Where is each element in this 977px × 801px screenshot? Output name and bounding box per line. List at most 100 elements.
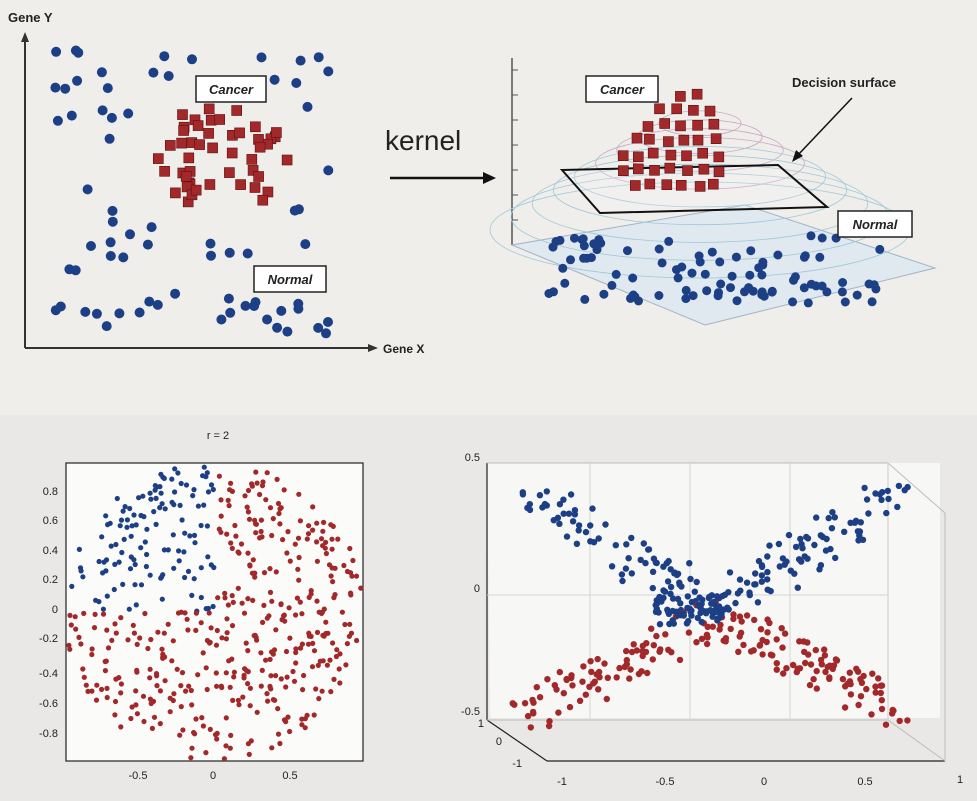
cancer-point [203, 103, 215, 115]
scatter-2d-point [293, 612, 299, 618]
normal-point-3d [815, 252, 825, 262]
scatter-2d-point [293, 660, 299, 666]
scatter-2d-point [204, 523, 210, 529]
scatter-2d-point [148, 496, 154, 502]
scatter-2d-point [201, 464, 207, 470]
scatter-2d-point [266, 613, 272, 619]
y-tick: 0.2 [43, 574, 58, 586]
scatter-3d-point [652, 601, 659, 609]
scatter-2d-point [179, 517, 185, 523]
scatter-2d-point [92, 611, 98, 617]
normal-point-3d [548, 242, 558, 252]
normal-point-3d [726, 283, 735, 293]
scatter-2d-point [275, 500, 282, 507]
gene-scatter-points [50, 45, 334, 339]
normal-box-left: Normal [253, 265, 327, 293]
scatter-3d-point [652, 608, 660, 616]
scatter-2d-point [179, 670, 186, 676]
scatter-2d-point [132, 561, 138, 568]
scatter-2d-point [305, 531, 312, 537]
scatter-2d-point [127, 505, 133, 512]
x-tick: 0 [761, 776, 767, 788]
normal-point-3d [580, 294, 590, 304]
scatter-3d-point [573, 540, 581, 547]
scatter-2d-point [287, 728, 293, 735]
scatter-3d-point [735, 648, 742, 655]
scatter-3d-point [740, 641, 747, 649]
scatter-2d-point [111, 586, 117, 593]
scatter-2d-point [208, 482, 215, 488]
scatter-2d-point [252, 517, 258, 523]
scatter-2d-point [333, 653, 339, 660]
normal-point-3d [673, 273, 683, 283]
scatter-2d-point [186, 683, 192, 689]
scatter-2d-point [330, 579, 336, 585]
scatter-3d-point [665, 646, 672, 653]
scatter-2d-point [138, 512, 144, 519]
scatter-2d-point [188, 687, 194, 694]
normal-points-3d [544, 231, 885, 308]
normal-label-right: Normal [853, 217, 898, 232]
normal-point [105, 251, 116, 261]
scatter-2d-point [76, 546, 82, 552]
scatter-2d-point [83, 682, 89, 688]
y-tick: -0.2 [39, 633, 58, 645]
cancer-point [190, 184, 202, 196]
scatter-3d-point [793, 668, 800, 676]
scatter-3d-point [541, 500, 549, 508]
cancer-point-3d [692, 120, 703, 131]
scatter-3d-point [883, 509, 890, 517]
scatter-3d-point [828, 525, 836, 532]
x-tick: -1 [557, 776, 567, 788]
scatter-2d-point [337, 680, 343, 686]
scatter-2d-point [226, 503, 232, 509]
scatter-2d-point [171, 502, 177, 508]
normal-point-3d [869, 280, 879, 290]
scatter-2d-points [66, 464, 364, 762]
scatter-3d-point [703, 631, 711, 638]
scatter-2d-point [228, 480, 234, 486]
scatter-2d-point [105, 645, 112, 651]
scatter-2d-point [336, 666, 342, 672]
scatter-2d-point [214, 736, 220, 742]
scatter-2d-point [96, 558, 102, 565]
normal-point-3d [759, 291, 769, 301]
normal-point-3d [789, 275, 798, 285]
scatter-2d-point [295, 535, 302, 541]
scatter-2d-point [300, 687, 306, 693]
scatter-2d-point [323, 539, 329, 545]
x-tick: -0.5 [656, 776, 675, 788]
normal-point-3d [654, 244, 664, 254]
scatter-2d-point [242, 493, 248, 499]
scatter-2d-point [175, 610, 182, 616]
normal-point-3d [657, 258, 667, 268]
scatter-2d-point [170, 638, 176, 644]
scatter-2d-point [103, 568, 109, 574]
scatter-3d-point [861, 484, 868, 492]
scatter-3d-point [754, 599, 762, 606]
cancer-point-3d [647, 147, 659, 159]
scatter-2d-point [265, 698, 271, 704]
scatter-2d-point [161, 630, 167, 636]
normal-point [187, 54, 197, 65]
y-tick: 0 [496, 736, 502, 748]
normal-point [102, 83, 113, 94]
scatter-2d-point [191, 576, 197, 582]
scatter-2d-point [314, 520, 320, 526]
scatter-2d-point [193, 716, 199, 722]
scatter-2d-point [178, 480, 184, 487]
normal-point [159, 51, 170, 62]
scatter-2d-point [348, 630, 355, 636]
scatter-2d-point [204, 470, 210, 476]
scatter-3d-point [722, 638, 729, 645]
scatter-2d-point [253, 530, 259, 536]
scatter-2d-point [228, 732, 234, 738]
normal-point [276, 305, 287, 316]
scatter-3d-point [844, 680, 851, 688]
cancer-box-left: Cancer [195, 75, 267, 103]
scatter-2d-point [297, 599, 303, 605]
x-tick: 0.5 [857, 776, 872, 788]
cancer-point [183, 152, 195, 164]
scatter-2d-point [314, 539, 320, 545]
scatter-2d-point [128, 554, 134, 560]
